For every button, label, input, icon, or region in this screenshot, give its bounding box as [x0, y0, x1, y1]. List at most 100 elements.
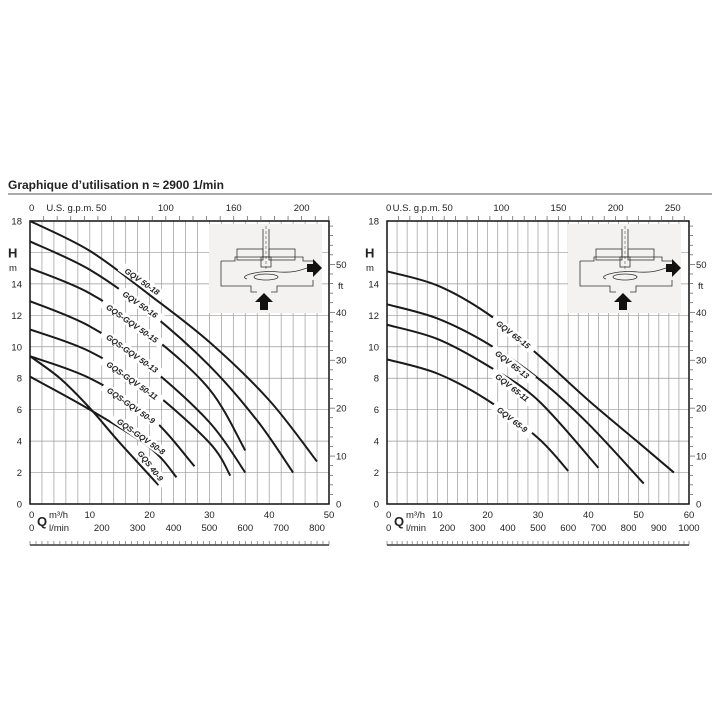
x-tick-label: 50 — [324, 510, 335, 521]
flow-path — [603, 267, 667, 280]
series-label-bg — [110, 412, 173, 461]
y-tick-label: 0 — [17, 500, 22, 511]
series-label-text: GQV 65-15 — [494, 319, 532, 351]
x-tick-label: 40 — [583, 510, 594, 521]
y-tick-label: 4 — [374, 437, 379, 448]
plot-frame — [386, 220, 690, 505]
x-axis-label: Q — [37, 514, 47, 529]
lmin-unit-label: l/min — [49, 523, 69, 534]
ft-tick-label: 30 — [696, 356, 707, 367]
y-tick-label: 14 — [368, 279, 379, 290]
ft-tick-label: 0 — [336, 500, 341, 511]
series-label: GQV 65-9 — [490, 400, 535, 439]
y-axis-unit: m — [366, 263, 374, 274]
series-label-bg — [115, 285, 165, 324]
series-label-bg — [99, 298, 166, 349]
inlet-arrow-icon — [614, 293, 632, 310]
series-label-bg — [131, 443, 170, 488]
x-tick-label: 20 — [482, 510, 493, 521]
series-label-bg — [488, 344, 537, 385]
y-tick-label: 8 — [17, 374, 22, 385]
ft-tick-label: 40 — [696, 308, 707, 319]
ft-tick-label: 50 — [696, 260, 707, 271]
y-tick-label: 14 — [11, 279, 22, 290]
series-curve — [29, 375, 178, 478]
ft-tick-label: 50 — [336, 260, 347, 271]
pump-diagram-inset — [568, 224, 681, 313]
y-tick-label: 6 — [374, 405, 379, 416]
lmin-tick-label: 500 — [530, 523, 546, 534]
ft-tick-label: 20 — [336, 404, 347, 415]
lmin-tick-label: 700 — [273, 523, 289, 534]
lmin-tick-label: 0 — [29, 523, 34, 534]
series-curve — [29, 355, 160, 486]
ft-tick-label: 0 — [696, 500, 701, 511]
lmin-tick-label: 300 — [130, 523, 146, 534]
lmin-tick-label: 0 — [386, 523, 391, 534]
lmin-tick-label: 500 — [201, 523, 217, 534]
y-tick-label: 18 — [368, 217, 379, 228]
gpm-tick-label: 0 — [29, 203, 34, 214]
x-tick-label: 0 — [386, 510, 391, 521]
y-axis-label: H — [365, 245, 374, 260]
gpm-tick-label: 200 — [608, 203, 624, 214]
series-curve — [386, 323, 600, 469]
y-tick-label: 0 — [374, 500, 379, 511]
ft-tick-label: 30 — [336, 356, 347, 367]
x-tick-label: 50 — [633, 510, 644, 521]
series-label-bg — [99, 355, 166, 406]
ft-tick-label: 10 — [336, 452, 347, 463]
lmin-tick-label: 400 — [500, 523, 516, 534]
series-curve — [29, 220, 318, 463]
pump-cross-section-icon — [220, 226, 314, 293]
gpm-unit-label: U.S. g.p.m. — [46, 203, 94, 214]
gpm-tick-label: 50 — [96, 203, 107, 214]
y-tick-label: 12 — [368, 311, 379, 322]
lmin-tick-label: 200 — [439, 523, 455, 534]
y-tick-label: 2 — [374, 468, 379, 479]
lmin-unit-label: l/min — [406, 523, 426, 534]
series-curve — [386, 358, 569, 472]
x-tick-label: 20 — [144, 510, 155, 521]
series-curve — [29, 240, 294, 474]
ft-tick-label: 10 — [696, 452, 707, 463]
pump-diagram-inset — [209, 224, 322, 313]
series-label-bg — [117, 262, 167, 301]
y-axis-label: H — [8, 245, 17, 260]
pump-cross-section-icon — [579, 226, 673, 293]
series-label-bg — [489, 314, 538, 355]
x-tick-label: 10 — [432, 510, 443, 521]
inlet-arrow-icon — [255, 293, 273, 310]
series-label-bg — [100, 381, 163, 430]
lmin-tick-label: 900 — [651, 523, 667, 534]
x-tick-label: 0 — [29, 510, 34, 521]
series-label: GQS-GQV 50-11 — [99, 355, 166, 406]
series-label-bg — [99, 328, 166, 379]
gpm-unit-label: U.S. g.p.m. — [393, 203, 441, 214]
x-tick-label: 60 — [684, 510, 695, 521]
gpm-tick-label: 160 — [226, 203, 242, 214]
lmin-tick-label: 700 — [590, 523, 606, 534]
x-axis-label: Q — [394, 514, 404, 529]
ft-unit-label: ft — [338, 281, 344, 292]
gpm-tick-label: 150 — [551, 203, 567, 214]
gpm-tick-label: 50 — [442, 203, 453, 214]
lmin-tick-label: 400 — [166, 523, 182, 534]
gpm-tick-label: 250 — [665, 203, 681, 214]
x-axis-unit: m³/h — [406, 510, 425, 521]
gpm-tick-label: 200 — [294, 203, 310, 214]
y-tick-label: 12 — [11, 311, 22, 322]
x-axis-unit: m³/h — [49, 510, 68, 521]
y-tick-label: 10 — [11, 342, 22, 353]
ft-tick-label: 20 — [696, 404, 707, 415]
lmin-tick-label: 800 — [621, 523, 637, 534]
series-label-bg — [490, 400, 535, 439]
x-tick-label: 40 — [264, 510, 275, 521]
x-tick-label: 30 — [204, 510, 215, 521]
series-curve — [386, 270, 675, 474]
y-tick-label: 4 — [17, 437, 22, 448]
series-label-bg — [488, 367, 537, 408]
